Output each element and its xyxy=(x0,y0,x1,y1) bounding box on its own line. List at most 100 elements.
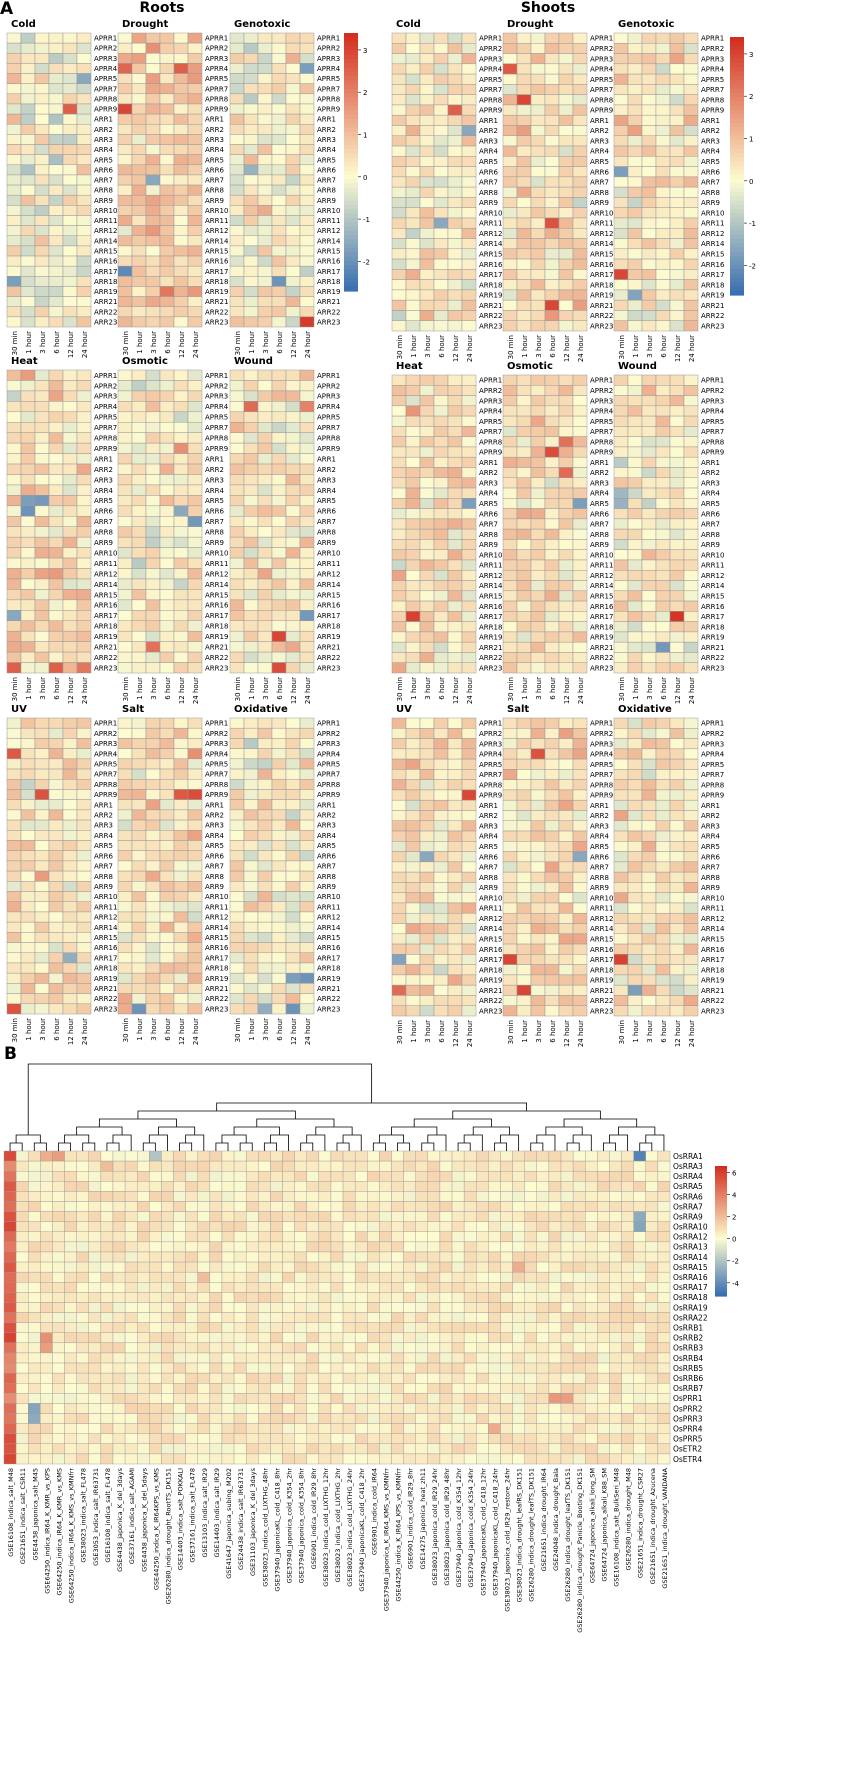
heat-cell xyxy=(124,1150,138,1162)
heat-cell xyxy=(597,1302,610,1313)
heat-cell xyxy=(76,474,92,486)
heat-cell xyxy=(3,1181,17,1192)
gene-label: ARR15 xyxy=(590,936,613,944)
heat-cell xyxy=(257,840,273,851)
heat-cell xyxy=(391,238,407,250)
heat-cell xyxy=(271,799,287,811)
heat-cell xyxy=(683,166,699,178)
heat-cell xyxy=(572,748,588,760)
gene-label: APRR1 xyxy=(205,372,228,380)
heat-cell xyxy=(476,1241,489,1253)
heat-cell xyxy=(131,651,147,663)
heat-cell xyxy=(558,590,574,602)
heat-cell xyxy=(544,405,560,417)
gene-label: ARR23 xyxy=(590,322,613,330)
heat-cell xyxy=(476,1312,489,1323)
heat-cell xyxy=(197,1302,211,1313)
heat-cell xyxy=(641,258,657,270)
heat-cell xyxy=(405,810,421,822)
heat-cell xyxy=(415,1181,429,1192)
heat-cell xyxy=(415,1160,429,1172)
heat-cell xyxy=(62,952,78,964)
heat-cell xyxy=(48,205,64,216)
heat-cell xyxy=(669,145,685,157)
heat-cell xyxy=(330,1231,344,1243)
gene-label: ARR5 xyxy=(590,500,609,508)
heat-cell xyxy=(270,1292,283,1303)
gene-label: ARR21 xyxy=(590,644,613,652)
heat-cell xyxy=(627,104,643,116)
heat-cell xyxy=(516,156,532,167)
heat-cell xyxy=(76,557,92,569)
gene-label: ARR17 xyxy=(317,612,340,620)
heat-cell xyxy=(572,902,588,914)
heat-cell xyxy=(136,1241,150,1253)
heat-cell xyxy=(20,840,36,851)
heat-cell xyxy=(48,103,64,115)
heat-cell xyxy=(285,401,301,413)
timepoint-label: 3 hour xyxy=(535,677,543,700)
heat-cell xyxy=(62,748,78,760)
heat-cell xyxy=(145,662,161,674)
heat-cell xyxy=(530,207,546,219)
gene-label: APRR2 xyxy=(205,45,228,53)
heat-cell xyxy=(500,1160,513,1172)
heat-cell xyxy=(20,536,36,548)
heat-cell xyxy=(173,630,189,642)
heat-cell xyxy=(64,1181,77,1192)
heat-cell xyxy=(52,1292,65,1303)
heat-cell xyxy=(609,1170,622,1182)
heat-cell xyxy=(34,245,50,257)
gene-label: ARR12 xyxy=(479,572,502,580)
heat-cell xyxy=(419,258,435,270)
heat-cell xyxy=(48,265,64,277)
heat-cell xyxy=(34,881,50,892)
heat-cell xyxy=(76,578,92,590)
heat-cell xyxy=(117,610,133,622)
heat-cell xyxy=(536,1221,550,1232)
heat-cell xyxy=(405,477,421,489)
heat-cell xyxy=(88,1322,102,1333)
heat-cell xyxy=(40,1201,53,1212)
heat-cell xyxy=(447,269,463,280)
heat-cell xyxy=(655,641,671,653)
heat-cell xyxy=(433,559,449,571)
heat-cell xyxy=(20,952,36,964)
heat-cell xyxy=(20,557,36,569)
gene-label: ARR14 xyxy=(701,925,725,933)
heatmap-title: Drought xyxy=(507,19,553,30)
heat-cell xyxy=(627,320,643,332)
heat-cell xyxy=(657,1231,671,1243)
heat-cell xyxy=(447,621,463,633)
heat-cell xyxy=(641,498,657,509)
heat-cell xyxy=(560,1251,574,1263)
heat-cell xyxy=(379,1282,392,1293)
gene-label: APRR9 xyxy=(205,445,228,453)
heat-cell xyxy=(669,539,685,550)
heat-cell xyxy=(145,799,161,811)
heat-cell xyxy=(530,528,546,540)
heat-cell xyxy=(342,1251,356,1263)
heat-cell xyxy=(354,1332,368,1344)
heat-cell xyxy=(117,215,133,226)
heat-cell xyxy=(367,1160,380,1172)
gene-label: ARR21 xyxy=(590,987,613,995)
heat-cell xyxy=(187,432,203,444)
heat-cell xyxy=(62,123,78,135)
heat-cell xyxy=(185,1322,198,1333)
gene-label: APRR5 xyxy=(479,761,502,769)
heat-cell xyxy=(124,1312,138,1323)
heat-cell xyxy=(34,952,50,964)
heat-cell xyxy=(229,123,245,135)
heat-cell xyxy=(669,207,685,219)
heat-cell xyxy=(28,1302,41,1313)
heat-cell xyxy=(173,911,189,923)
heat-cell xyxy=(405,549,421,561)
heat-cell xyxy=(145,113,161,125)
heat-cell xyxy=(161,1261,174,1273)
heat-cell xyxy=(145,983,161,994)
gene-label: ARR3 xyxy=(590,137,609,145)
heat-cell xyxy=(613,320,629,332)
heat-cell xyxy=(20,93,36,105)
heat-cell xyxy=(88,1191,102,1202)
